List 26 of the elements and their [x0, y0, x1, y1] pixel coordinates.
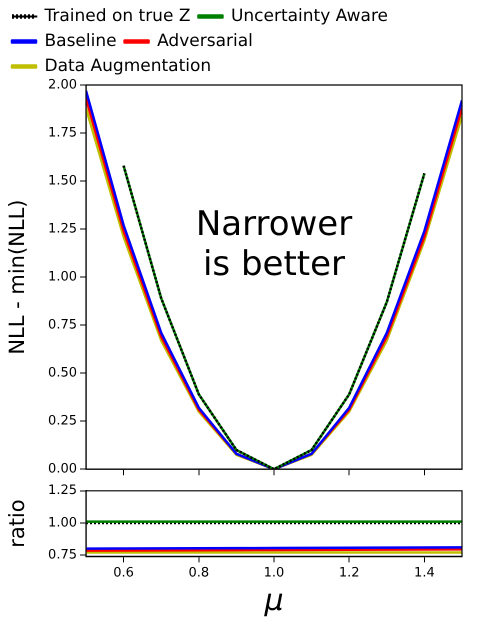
x-tick-label: 1.0: [264, 566, 284, 581]
y-tick-label: 1.25: [48, 221, 77, 236]
y-axis-title: ratio: [5, 499, 30, 548]
y-tick-label: 1.25: [48, 483, 77, 498]
y-tick-label: 2.00: [48, 77, 77, 92]
x-tick-label: 1.4: [414, 566, 435, 581]
x-tick-label: 1.2: [338, 566, 360, 581]
y-tick-label: 0.75: [48, 318, 77, 332]
x-tick-label: 0.8: [188, 566, 210, 581]
annotation: Narrower is better: [196, 204, 352, 284]
y-tick-label: 1.75: [48, 125, 77, 140]
y-tick-label: 1.00: [48, 515, 77, 530]
legend-label: Adversarial: [157, 30, 253, 51]
legend-label: Trained on true Z: [44, 6, 190, 26]
y-tick-label: 1.50: [48, 173, 77, 188]
y-tick-label: 0.25: [48, 414, 77, 429]
y-tick-label: 0.50: [48, 366, 77, 381]
y-tick-label: 0.00: [48, 462, 77, 477]
y-tick-label: 0.75: [48, 547, 77, 562]
y-axis-title: NLL - min(NLL): [5, 200, 30, 355]
x-tick-label: 0.6: [113, 566, 134, 581]
legend-label: Data Augmentation: [44, 56, 212, 76]
x-axis-title: μ: [263, 582, 284, 618]
legend-label: Baseline: [44, 30, 117, 51]
y-tick-label: 1.00: [48, 269, 77, 284]
legend-label: Uncertainty Aware: [230, 6, 388, 26]
